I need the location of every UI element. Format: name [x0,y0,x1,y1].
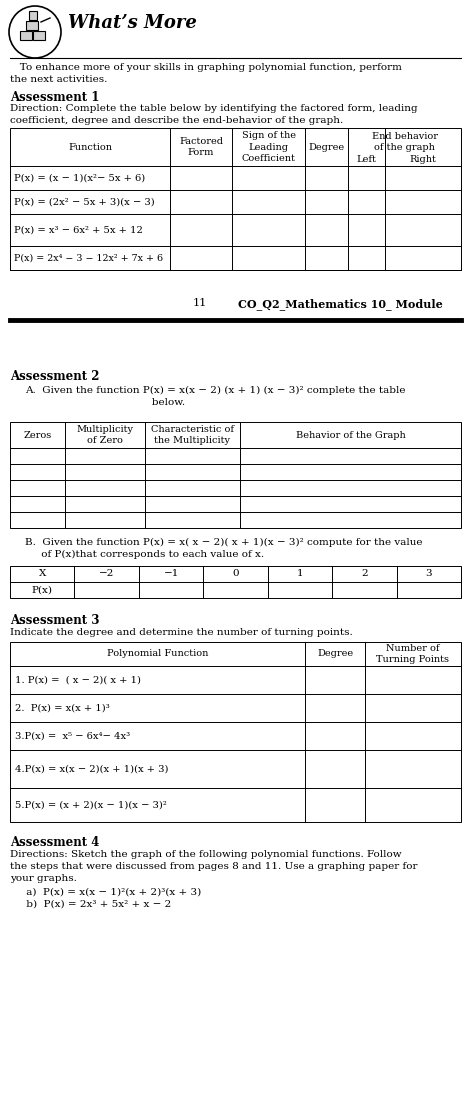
Text: Characteristic of
the Multiplicity: Characteristic of the Multiplicity [151,425,234,445]
Text: P(x) = (x − 1)(x²− 5x + 6): P(x) = (x − 1)(x²− 5x + 6) [14,174,145,183]
Bar [29,11,37,20]
Text: 5.P(x) = (x + 2)(x − 1)(x − 3)²: 5.P(x) = (x + 2)(x − 1)(x − 3)² [15,800,167,810]
Text: B.  Given the function P(x) = x( x − 2)( x + 1)(x − 3)² compute for the value: B. Given the function P(x) = x( x − 2)( … [25,538,422,548]
Text: 3.P(x) =  x⁵ − 6x⁴− 4x³: 3.P(x) = x⁵ − 6x⁴− 4x³ [15,731,130,740]
Text: 0: 0 [232,569,239,578]
Bar [10,566,461,598]
Text: Behavior of the Graph: Behavior of the Graph [296,431,406,439]
Text: 1. P(x) =  ( x − 2)( x + 1): 1. P(x) = ( x − 2)( x + 1) [15,675,141,684]
Text: Zeros: Zeros [24,431,52,439]
Bar [20,31,32,40]
Text: Direction: Complete the table below by identifying the factored form, leading
co: Direction: Complete the table below by i… [10,104,418,125]
Circle shape [9,5,61,58]
Text: Sign of the
Leading
Coefficient: Sign of the Leading Coefficient [242,131,295,163]
Text: Left: Left [357,155,376,165]
Bar [10,422,461,528]
Text: What’s More: What’s More [68,14,197,32]
Text: Number of
Turning Points: Number of Turning Points [376,644,449,665]
Text: Right: Right [410,155,437,165]
Text: a)  P(x) = x(x − 1)²(x + 2)³(x + 3): a) P(x) = x(x − 1)²(x + 2)³(x + 3) [10,888,201,897]
Text: Assessment 1: Assessment 1 [10,91,99,104]
Text: 11: 11 [193,298,207,308]
Bar [10,128,461,270]
Text: P(x) = 2x⁴ − 3 − 12x² + 7x + 6: P(x) = 2x⁴ − 3 − 12x² + 7x + 6 [14,254,163,262]
Text: Degree: Degree [309,142,345,152]
Text: P(x) = (2x² − 5x + 3)(x − 3): P(x) = (2x² − 5x + 3)(x − 3) [14,198,155,207]
Text: Function: Function [68,142,112,152]
Text: X: X [39,569,46,578]
Text: Assessment 3: Assessment 3 [10,614,99,627]
Text: CO_Q2_Mathematics 10_ Module: CO_Q2_Mathematics 10_ Module [238,298,442,310]
Text: P(x): P(x) [32,586,53,595]
Text: Degree: Degree [317,649,353,658]
Text: A.  Given the function P(x) = x(x − 2) (x + 1) (x − 3)² complete the table
     : A. Given the function P(x) = x(x − 2) (x… [25,386,406,407]
Text: Polynomial Function: Polynomial Function [107,649,208,658]
Text: Factored
Form: Factored Form [179,137,223,157]
Text: 4.P(x) = x(x − 2)(x + 1)(x + 3): 4.P(x) = x(x − 2)(x + 1)(x + 3) [15,764,169,774]
Bar [26,21,38,30]
Text: 2: 2 [361,569,368,578]
Text: −1: −1 [163,569,179,578]
Text: 1: 1 [297,569,303,578]
Text: Multiplicity
of Zero: Multiplicity of Zero [76,425,133,445]
Text: End behavior
of the graph: End behavior of the graph [372,132,438,152]
Bar [33,31,45,40]
Text: Indicate the degree and determine the number of turning points.: Indicate the degree and determine the nu… [10,628,353,637]
Text: b)  P(x) = 2x³ + 5x² + x − 2: b) P(x) = 2x³ + 5x² + x − 2 [10,900,171,909]
Text: 3: 3 [425,569,432,578]
Text: To enhance more of your skills in graphing polynomial function, perform
the next: To enhance more of your skills in graphi… [10,63,402,84]
Bar [10,642,461,822]
Text: of P(x)that corresponds to each value of x.: of P(x)that corresponds to each value of… [25,550,264,560]
Text: Directions: Sketch the graph of the following polynomial functions. Follow
the s: Directions: Sketch the graph of the foll… [10,850,417,883]
Text: 2.  P(x) = x(x + 1)³: 2. P(x) = x(x + 1)³ [15,704,110,713]
Text: −2: −2 [99,569,114,578]
Text: P(x) = x³ − 6x² + 5x + 12: P(x) = x³ − 6x² + 5x + 12 [14,225,143,235]
Text: Assessment 4: Assessment 4 [10,836,99,849]
Text: Assessment 2: Assessment 2 [10,371,99,383]
